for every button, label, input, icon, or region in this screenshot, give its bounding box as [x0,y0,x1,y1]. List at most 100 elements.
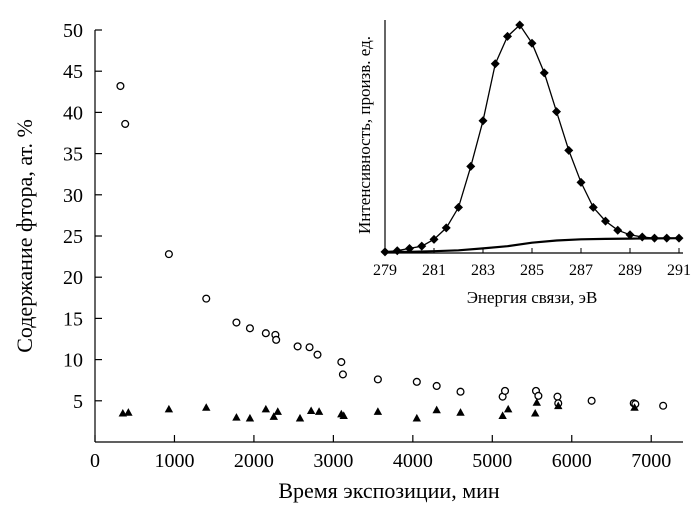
y-tick-label: 15 [63,308,83,330]
triangle-point [306,406,316,415]
diamond-point [466,161,476,171]
y-tick-label: 50 [63,20,83,42]
inset-x-axis-label: Энергия связи, эВ [467,288,598,307]
inset-lines [384,24,680,253]
triangle-point [373,407,383,415]
open-circle-point [164,250,173,259]
open-circle-point [587,396,596,405]
triangle-point [124,408,133,416]
diamond-point [515,20,525,30]
y-tick-label: 45 [63,61,83,83]
open-circle-point [500,386,510,395]
diamond-point [454,202,463,212]
open-circle-point [659,401,668,410]
triangle-point [232,413,241,421]
inset-x-tick-label: 283 [471,262,495,279]
open-circle-point [245,324,254,333]
open-circle-point [338,370,347,379]
triangle-point [432,405,441,414]
diamond-point [576,177,586,187]
diamond-point [478,116,488,126]
triangle-point [245,413,255,422]
diamond-point [441,223,451,233]
triangle-point [532,398,541,406]
c1s-spectrum-line [384,24,679,253]
open-circle-point [553,392,562,401]
diamond-point [637,232,647,242]
open-circle-point [272,335,281,344]
open-circle-point [534,391,543,400]
diamond-point [417,241,427,251]
inset-y-axis-label: Интенсивность, произв. ед. [355,36,374,234]
inset-x-tick-label: 287 [569,262,593,279]
inset-x-tick-label: 291 [667,262,691,279]
diamond-point [588,202,598,212]
diamond-point [380,247,390,257]
inset-plot: 279 281 283 285 287 289 291 Энергия связи, эВ … [355,20,691,307]
diamond-point [625,230,635,240]
main-points [116,81,668,422]
y-tick-label: 20 [63,267,83,289]
diamond-point [405,243,414,253]
triangle-point [261,404,271,413]
triangle-point [456,408,465,416]
open-circle-point [293,342,302,351]
x-tick-label: 6000 [552,450,592,472]
inset-ticks: 279 281 283 285 287 289 291 [373,248,691,279]
open-circle-point [305,343,314,352]
diamond-point [392,246,402,256]
open-circle-point [232,318,241,327]
open-circle-point [337,358,346,367]
main-y-axis-label: Содержание фтора, ат. % [12,119,37,353]
triangle-point [498,411,507,419]
diamond-point [662,233,672,243]
y-tick-label: 40 [63,102,83,124]
inset-points [380,20,684,257]
open-circle-point [313,350,322,359]
triangle-point [202,403,211,411]
triangle-point [295,413,305,422]
diamond-point [490,59,500,69]
x-tick-label: 3000 [313,450,353,472]
diamond-point [674,233,684,243]
open-circle-point [116,81,125,91]
open-circle-point [261,329,270,338]
inset-x-tick-label: 279 [373,262,397,279]
x-tick-label: 7000 [631,450,671,472]
y-tick-label: 30 [63,185,83,207]
diamond-point [564,145,574,155]
diamond-point [527,38,537,48]
triangle-point [412,413,422,422]
triangle-point [339,411,348,419]
main-x-axis-label: Время экспозиции, мин [278,478,500,503]
triangle-point [531,408,540,417]
x-tick-label: 0 [90,450,100,472]
inset-x-tick-label: 281 [422,262,446,279]
x-tick-label: 4000 [393,450,433,472]
y-tick-label: 35 [63,144,83,166]
y-tick-label: 10 [63,350,83,372]
triangle-point [630,403,639,411]
diamond-point [429,234,439,244]
x-tick-label: 1000 [154,450,194,472]
main-ticks: 0 1000 2000 3000 4000 5000 6000 7000 5 10 15 20 25 30… [63,20,671,472]
open-circle-point [373,375,382,384]
diamond-point [503,31,512,41]
open-circle-point [432,381,441,391]
open-circle-point [121,119,130,128]
diamond-point [552,107,561,117]
inset-x-tick-label: 289 [618,262,642,279]
y-tick-label: 25 [63,226,83,248]
triangle-point [273,407,282,415]
main-plot: 0 1000 2000 3000 4000 5000 6000 7000 5 10 15 20 25 30… [12,20,683,503]
diamond-point [613,225,623,235]
open-circle-point [412,377,421,386]
diamond-point [539,68,549,78]
x-tick-label: 5000 [472,450,512,472]
inset-x-tick-label: 285 [520,262,544,279]
x-tick-label: 2000 [234,450,274,472]
y-tick-label: 5 [73,391,83,413]
triangle-point [503,404,513,413]
